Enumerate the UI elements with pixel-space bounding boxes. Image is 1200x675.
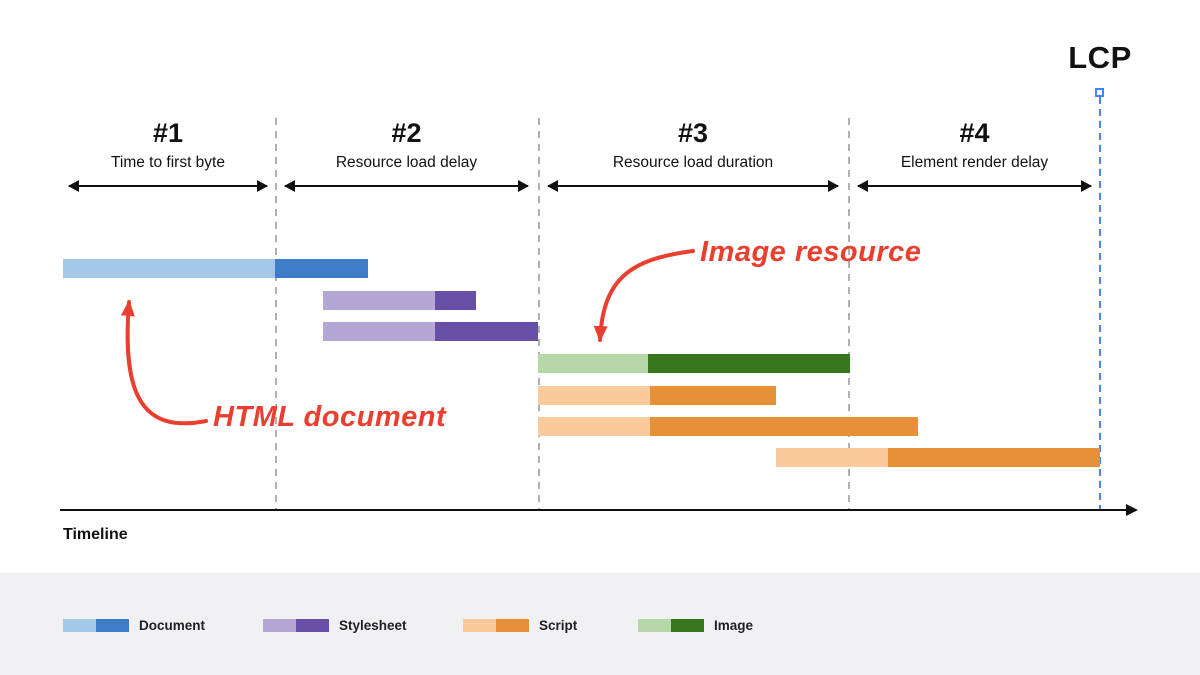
stylesheet-bar-2-segment [323, 322, 435, 341]
stylesheet-bar-2-segment [435, 322, 538, 341]
stylesheet-bar-1-segment [323, 291, 435, 310]
phase-number: #4 [959, 118, 990, 148]
script-bar-3-segment [888, 448, 1100, 467]
script-bar-1-segment [538, 386, 650, 405]
phase-4: #4 Element render delay [852, 117, 1097, 197]
phase-label: Time to first byte [111, 154, 225, 171]
phase-1: #1 Time to first byte [63, 117, 273, 197]
legend-swatch-light [638, 619, 671, 632]
phase-2: #2 Resource load delay [279, 117, 534, 197]
phase-number: #2 [391, 118, 422, 148]
stylesheet-bar-1-segment [435, 291, 476, 310]
phase-extent-arrow [857, 180, 1092, 192]
phase-divider [848, 118, 850, 510]
image-resource-annotation: Image resource [700, 236, 922, 268]
image-bar-segment [538, 354, 648, 373]
legend-item-document: Document [63, 618, 205, 633]
phase-label: Resource load delay [335, 154, 478, 171]
legend-swatch-dark [496, 619, 529, 632]
phase-3: #3 Resource load duration [542, 117, 844, 197]
timeline-axis [60, 504, 1138, 516]
legend-item-image: Image [638, 618, 753, 633]
legend-label: Script [539, 618, 578, 633]
legend-label: Image [714, 618, 754, 633]
legend-item-script: Script [463, 618, 577, 633]
legend-footer: Document Stylesheet Script Image [0, 573, 1200, 675]
lcp-dashed-line [1099, 97, 1101, 510]
legend-swatch-dark [96, 619, 129, 632]
phase-number: #1 [152, 118, 184, 148]
html-document-annotation: HTML document [213, 401, 447, 433]
legend-swatch-dark [296, 619, 329, 632]
image-bar-segment [648, 354, 850, 373]
legend-item-stylesheet: Stylesheet [263, 618, 407, 633]
phase-divider [275, 118, 277, 510]
phase-extent-arrow [547, 180, 839, 192]
phase-extent-arrow [284, 180, 529, 192]
script-bar-1-segment [650, 386, 776, 405]
legend-swatch-light [263, 619, 296, 632]
phase-number: #3 [677, 118, 709, 148]
lcp-marker-icon [1095, 88, 1104, 97]
legend-swatch-light [463, 619, 496, 632]
legend-swatch-light [63, 619, 96, 632]
phase-label: Resource load duration [612, 154, 774, 171]
image-resource-arrow [593, 249, 695, 342]
legend-label: Stylesheet [339, 618, 407, 633]
legend-swatch-dark [671, 619, 704, 632]
script-bar-3-segment [776, 448, 888, 467]
phase-divider [538, 118, 540, 510]
document-bar-segment [63, 259, 275, 278]
lcp-label: LCP [1068, 40, 1132, 75]
html-document-arrow [120, 300, 208, 426]
document-bar-segment [275, 259, 368, 278]
phase-extent-arrow [68, 180, 268, 192]
script-bar-2-segment [538, 417, 650, 436]
legend-label: Document [139, 618, 206, 633]
phase-label: Element render delay [900, 154, 1049, 171]
timeline-label: Timeline [63, 526, 128, 543]
script-bar-2-segment [650, 417, 918, 436]
